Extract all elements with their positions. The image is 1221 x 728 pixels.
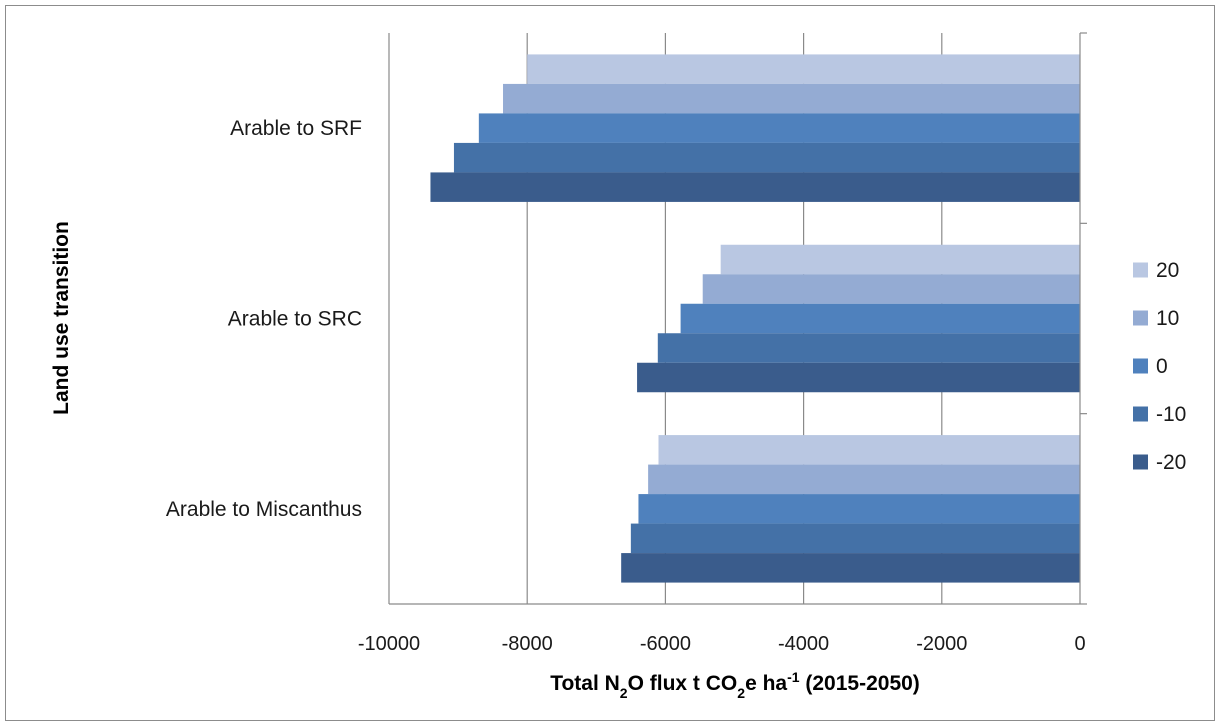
x-tick-label: -6000 [640,633,691,655]
legend-label: -20 [1156,451,1186,474]
x-tick-labels: -10000 -8000 -6000 -4000 -2000 0 [358,633,1086,655]
bar [680,303,1080,334]
category-label: Arable to SRC [228,308,362,331]
bar [527,54,1080,84]
legend-label: -10 [1156,403,1186,426]
legend-swatch [1133,262,1148,278]
x-tick-label: -10000 [358,633,420,655]
legend-swatch [1133,310,1148,326]
category-label: Arable to Miscanthus [166,498,362,521]
bar [453,142,1081,173]
x-tick-label: -2000 [916,633,967,655]
bar [638,494,1080,524]
bar [720,244,1080,275]
y-axis-title: Land use transition [50,221,73,415]
bar [637,362,1080,393]
legend-swatch [1133,454,1148,470]
bar [657,333,1080,363]
bars [430,54,1081,583]
x-axis-title: Total N2O flux t CO2e ha-1 (2015-2050) [550,669,920,701]
legend-swatch [1133,406,1148,422]
bar [658,435,1080,465]
bar [630,523,1080,554]
legend-swatch [1133,358,1148,374]
bar [621,553,1080,583]
y-category-labels: Arable to SRF Arable to SRC Arable to Misc… [166,117,362,521]
x-tick-label: 0 [1074,633,1085,655]
bar [702,274,1080,304]
legend-label: 20 [1156,259,1179,282]
legend-label: 10 [1156,307,1179,330]
bar [503,83,1080,114]
category-label: Arable to SRF [230,117,362,140]
x-tick-label: -4000 [778,633,829,655]
bar [648,464,1080,495]
legend-label: 0 [1156,355,1168,378]
legend: 20 10 0 -10 -20 [1133,259,1186,474]
x-tick-label: -8000 [502,633,553,655]
bar [478,113,1081,143]
bar [430,172,1081,202]
axes [389,32,1087,605]
